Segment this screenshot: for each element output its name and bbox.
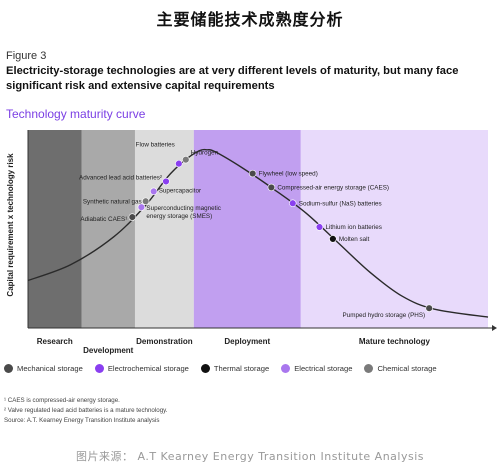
stage-label-mature-technology: Mature technology [359, 337, 431, 346]
maturity-curve [27, 148, 489, 318]
legend-swatch-4 [364, 364, 374, 373]
footnote-source: Source: A.T. Kearney Energy Transition I… [4, 417, 160, 424]
data-point-5 [137, 203, 146, 211]
data-point-7 [248, 169, 257, 178]
data-label-10: Lithium ion batteries [326, 224, 382, 231]
legend-label-4: Chemical storage [377, 364, 437, 373]
stage-band-development [81, 130, 135, 328]
stage-label-research: Research [37, 337, 73, 346]
data-label-12: Pumped hydro storage (PHS) [343, 312, 426, 319]
data-point-2 [162, 177, 170, 186]
legend-label-2: Thermal storage [213, 364, 270, 373]
y-axis-label: Capital requirement x technology risk [6, 153, 15, 297]
chart-headline: Electricity-storage technologies are at … [6, 65, 459, 92]
data-label-5: Superconducting magnetic energy storage (… [146, 205, 221, 220]
stage-label-demonstration: Demonstration [136, 337, 193, 346]
data-point-1 [182, 156, 190, 164]
data-point-11 [329, 235, 337, 243]
data-point-3 [149, 187, 158, 196]
legend-label-3: Electrical storage [294, 364, 353, 373]
stage-label-development: Development [83, 346, 134, 355]
legend-swatch-3 [281, 364, 291, 373]
footnote-lead-acid: ² Valve regulated lead acid batteries is… [4, 407, 168, 414]
stage-band-deployment [193, 130, 301, 328]
data-label-6: Adiabatic CAES¹ [80, 216, 127, 223]
data-point-9 [289, 199, 297, 207]
data-point-6 [128, 213, 137, 221]
source-credit: 图片来源： A.T Kearney Energy Transition Inst… [76, 450, 424, 463]
data-label-11: Molten salt [339, 236, 370, 243]
data-label-1: Hydrogen [191, 150, 219, 157]
legend-item-4: Chemical storage [364, 364, 437, 373]
data-point-12 [425, 304, 433, 312]
data-label-2: Advanced lead acid batteries² [79, 174, 162, 181]
footnotes: ¹ CAES is compressed-air energy storage.… [4, 396, 494, 426]
legend-item-2: Thermal storage [200, 364, 270, 373]
legend-item-3: Electrical storage [281, 364, 352, 373]
legend-label-0: Mechanical storage [17, 364, 83, 373]
data-label-8: Compressed-air energy storage (CAES) [277, 184, 389, 191]
data-label-4: Synthetic natural gas [83, 198, 142, 205]
chart-title: Technology maturity curve [6, 107, 146, 121]
figure-label: Figure 3 [6, 50, 47, 62]
data-point-8 [267, 183, 276, 192]
legend-swatch-2 [200, 364, 210, 373]
data-point-10 [315, 223, 324, 231]
data-label-0: Flow batteries [136, 142, 175, 149]
legend-swatch-0 [4, 364, 13, 373]
stage-band-mature-technology [300, 130, 488, 328]
data-point-0 [175, 159, 183, 168]
chart-legend: Mechanical storage Electrochemical storag… [4, 364, 496, 373]
maturity-chart: Capital requirement x technology risk Res… [6, 130, 497, 355]
legend-swatch-1 [94, 364, 104, 373]
page-title: 主要储能技术成熟度分析 [156, 10, 344, 29]
stage-band-research [28, 130, 82, 328]
legend-item-0: Mechanical storage [4, 364, 83, 373]
data-label-3: Supercapacitor [159, 187, 201, 194]
data-point-4 [141, 197, 150, 205]
stage-band-demonstration [134, 130, 194, 328]
stage-label-deployment: Deployment [224, 337, 270, 346]
legend-item-1: Electrochemical storage [94, 364, 189, 373]
data-label-7: Flywheel (low speed) [259, 171, 318, 178]
legend-label-1: Electrochemical storage [107, 364, 189, 373]
footnote-caes: ¹ CAES is compressed-air energy storage. [4, 397, 120, 404]
x-axis-arrow [492, 325, 497, 331]
data-label-9: Sodium-sulfur (NaS) batteries [299, 200, 382, 207]
